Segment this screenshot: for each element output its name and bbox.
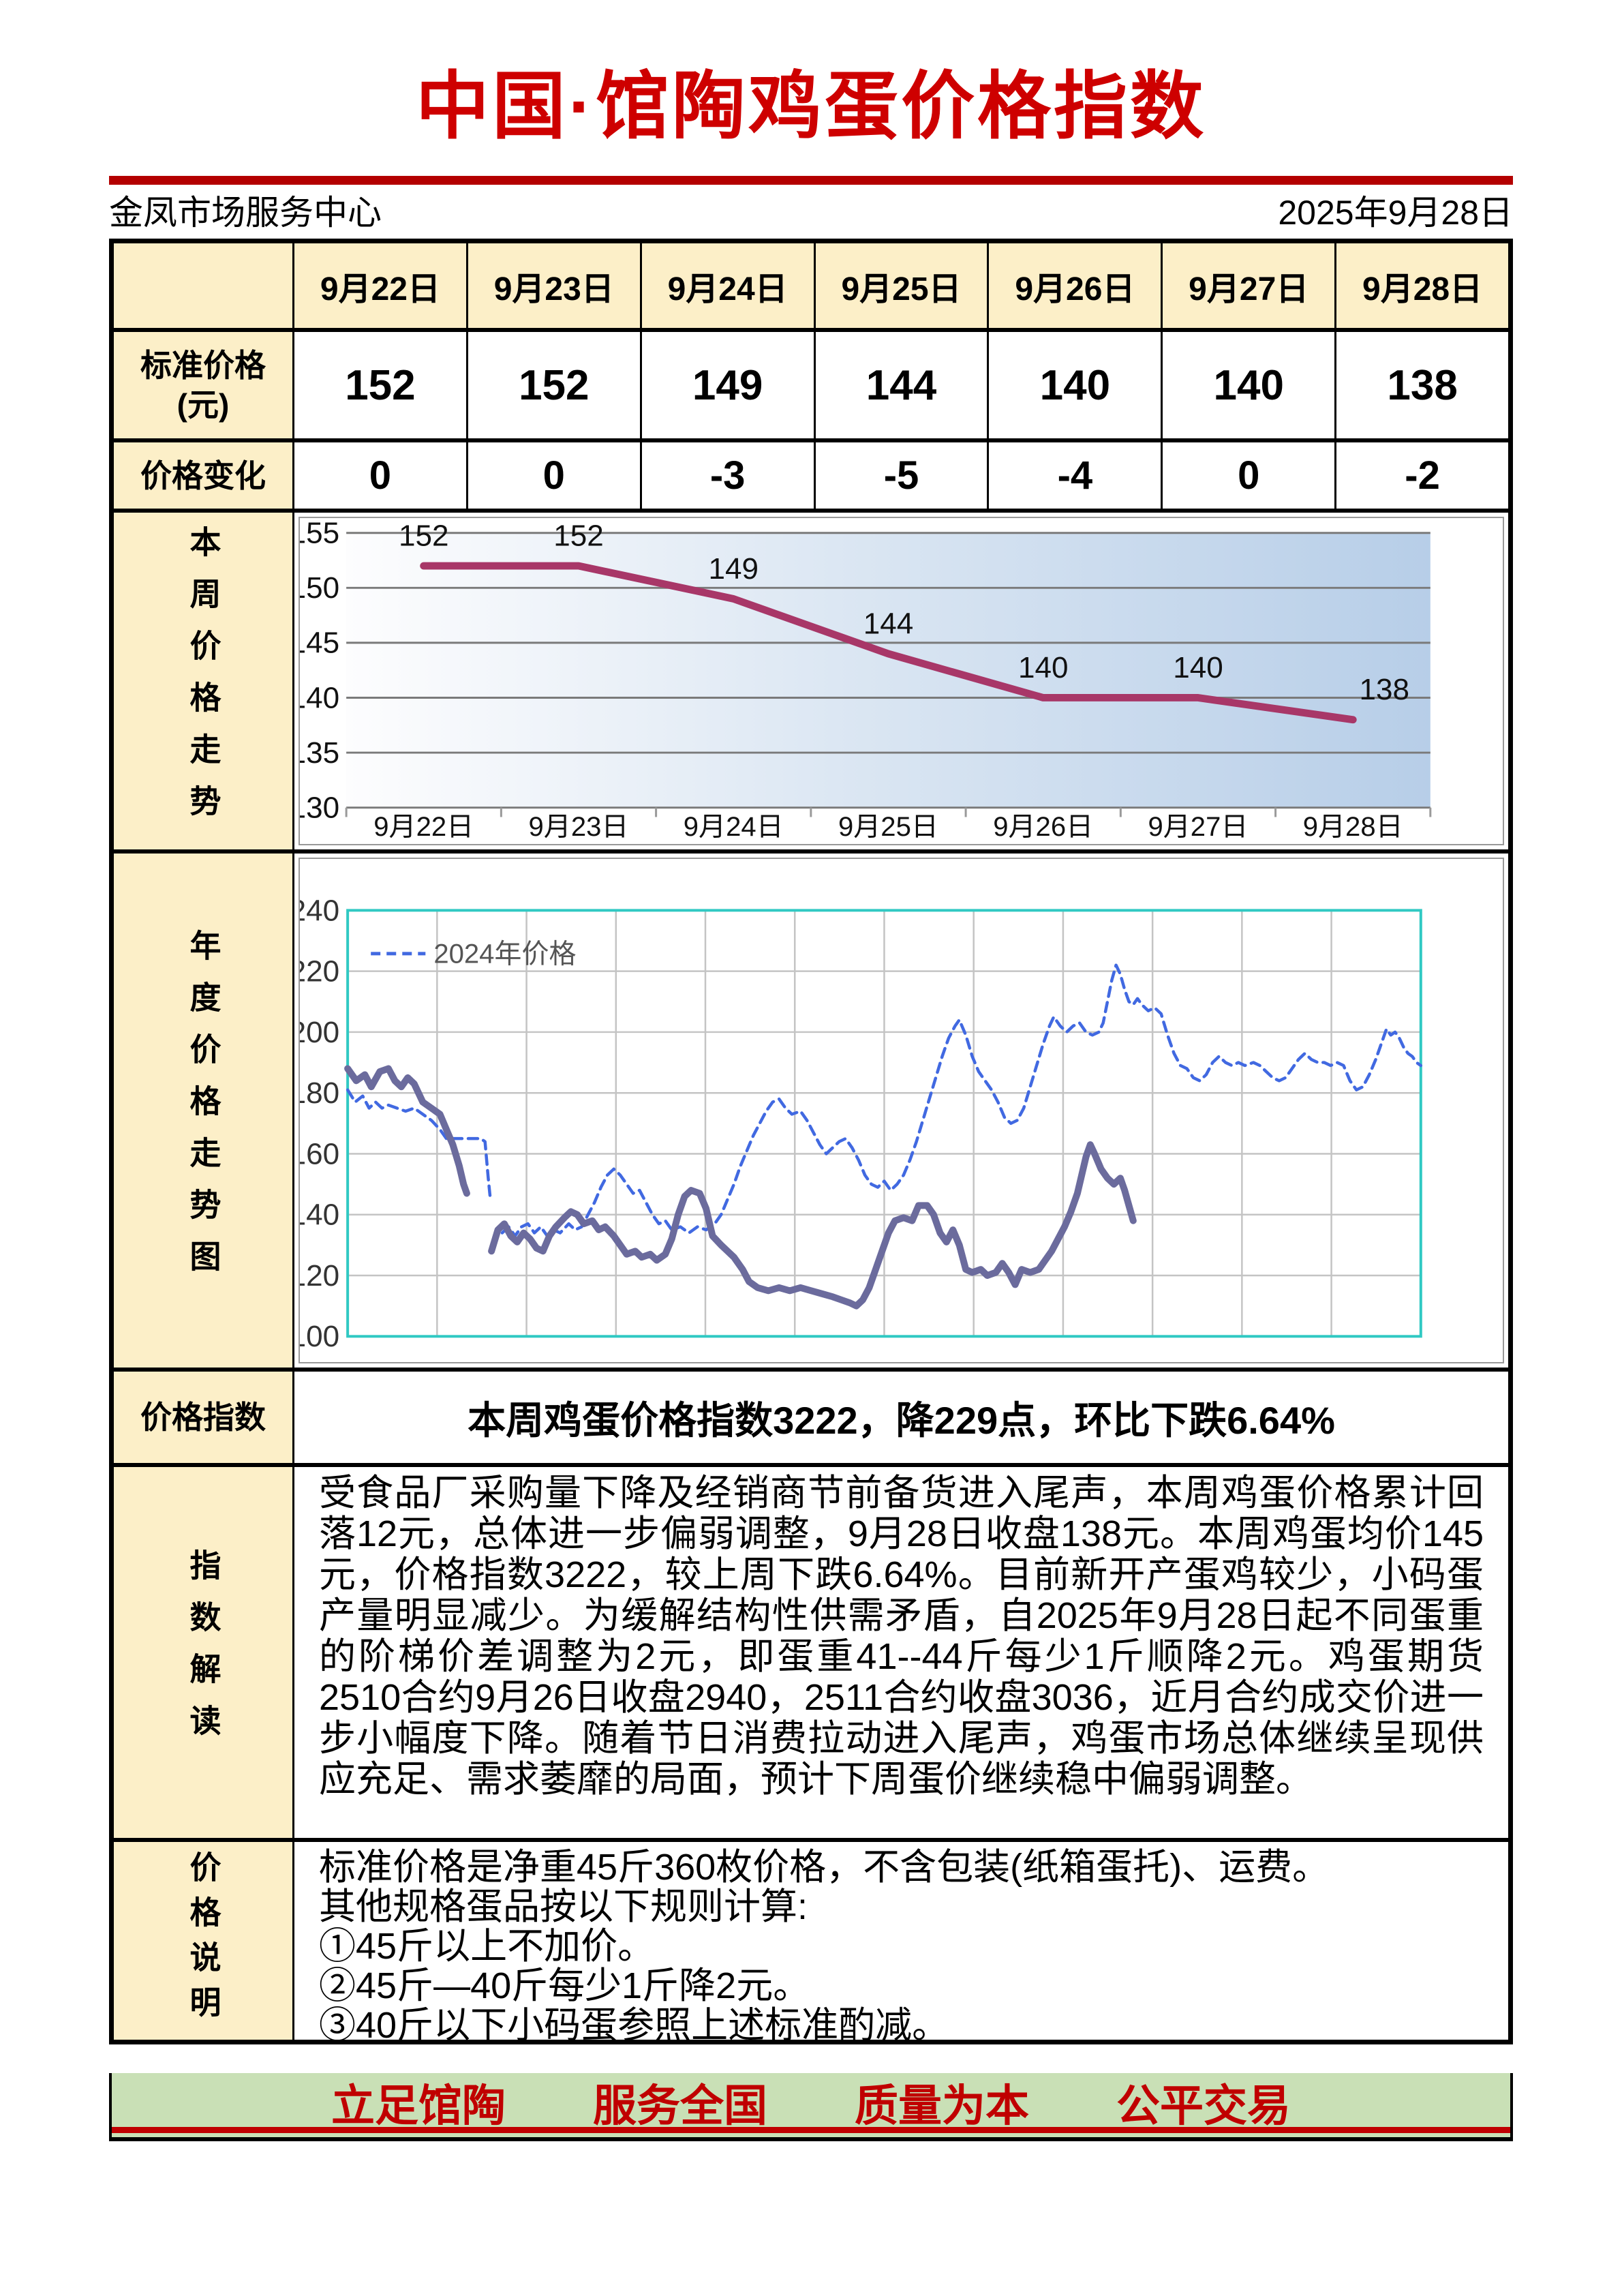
annual-chart-label-text: 年度价格走势图 <box>185 929 221 1292</box>
svg-text:150: 150 <box>300 571 339 605</box>
annual-price-chart: 240 220 200 180 160 140 120 100 2024年价格 <box>299 858 1504 1363</box>
annual-chart-row: 年度价格走势图 240 220 200 180 160 140 120 100 2024年价格 <box>114 854 1508 1372</box>
annual-chart-label: 年度价格走势图 <box>114 854 294 1368</box>
svg-text:140: 140 <box>300 682 339 715</box>
interpretation-label: 指数解读 <box>114 1467 294 1838</box>
price-change-row: 价格变化 0 0 -3 -5 -4 0 -2 <box>114 442 1509 513</box>
svg-text:140: 140 <box>1018 651 1069 684</box>
index-interpretation-row: 指数解读 受食品厂采购量下降及经销商节前备货进入尾声，本周鸡蛋价格累计回落12元… <box>114 1467 1508 1842</box>
table-header-row: 9月22日 9月23日 9月24日 9月25日 9月26日 9月27日 9月28… <box>114 243 1509 332</box>
interpretation-label-text: 指数解读 <box>185 1549 221 1756</box>
date-header: 9月28日 <box>1336 243 1509 328</box>
date-header: 9月25日 <box>815 243 990 328</box>
svg-text:200: 200 <box>300 1016 339 1049</box>
change-cell: 0 <box>1163 442 1337 509</box>
title-divider-rule <box>109 176 1513 185</box>
svg-text:180: 180 <box>300 1076 339 1110</box>
price-index-label: 价格指数 <box>114 1372 294 1463</box>
footer-red-stripe <box>112 2127 1510 2133</box>
svg-text:135: 135 <box>300 736 339 770</box>
date-header: 9月26日 <box>989 243 1163 328</box>
label-line2: (元) <box>177 387 230 423</box>
svg-text:9月23日: 9月23日 <box>529 812 629 842</box>
standard-price-label: 标准价格 (元) <box>114 332 294 438</box>
change-cell: -2 <box>1336 442 1509 509</box>
svg-text:9月28日: 9月28日 <box>1303 812 1403 842</box>
price-cell: 140 <box>989 332 1163 438</box>
svg-text:9月27日: 9月27日 <box>1148 812 1248 842</box>
price-index-table: 9月22日 9月23日 9月24日 9月25日 9月26日 9月27日 9月28… <box>109 239 1513 2045</box>
weekly-chart-label: 本周价格走势 <box>114 513 294 849</box>
change-cell: -3 <box>641 442 816 509</box>
price-cell: 144 <box>815 332 990 438</box>
svg-text:9月25日: 9月25日 <box>838 812 938 842</box>
price-cell: 152 <box>468 332 642 438</box>
svg-text:140: 140 <box>1173 651 1223 684</box>
svg-text:100: 100 <box>300 1320 339 1353</box>
svg-text:152: 152 <box>399 519 449 553</box>
svg-text:120: 120 <box>300 1259 339 1293</box>
svg-text:152: 152 <box>553 519 604 553</box>
price-index-text: 本周鸡蛋价格指数3222，降229点，环比下跌6.64% <box>294 1372 1508 1463</box>
svg-text:160: 160 <box>300 1138 339 1171</box>
svg-text:138: 138 <box>1360 673 1410 706</box>
change-cell: 0 <box>468 442 642 509</box>
date-header: 9月24日 <box>641 243 816 328</box>
weekly-chart-row: 本周价格走势 130 135 140 145 150 155 152 152 149 144 140… <box>114 513 1508 854</box>
svg-text:140: 140 <box>300 1198 339 1232</box>
svg-text:220: 220 <box>300 955 339 988</box>
price-cell: 138 <box>1336 332 1509 438</box>
change-cell: 0 <box>294 442 468 509</box>
svg-text:9月24日: 9月24日 <box>684 812 784 842</box>
standard-price-row: 标准价格 (元) 152 152 149 144 140 140 138 <box>114 332 1509 442</box>
annual-line-chart-svg: 240 220 200 180 160 140 120 100 2024年价格 <box>300 859 1503 1362</box>
svg-text:9月22日: 9月22日 <box>373 812 474 842</box>
change-cell: -5 <box>815 442 990 509</box>
svg-text:240: 240 <box>300 894 339 927</box>
svg-text:9月26日: 9月26日 <box>993 812 1093 842</box>
annual-chart-cell: 240 220 200 180 160 140 120 100 2024年价格 <box>294 854 1508 1368</box>
date-header: 9月22日 <box>294 243 468 328</box>
note-line: ①45斤以上不加价。 <box>319 1926 655 1967</box>
svg-text:2024年价格: 2024年价格 <box>433 939 576 969</box>
note-line: 标准价格是净重45斤360枚价格，不含包装(纸箱蛋托)、运费。 <box>319 1847 1330 1888</box>
price-index-row: 价格指数 本周鸡蛋价格指数3222，降229点，环比下跌6.64% <box>114 1372 1508 1467</box>
change-cell: -4 <box>989 442 1163 509</box>
price-note-label: 价格说明 <box>114 1842 294 2040</box>
footer-banner: 立足馆陶 服务全国 质量为本 公平交易 <box>109 2073 1513 2141</box>
org-name: 金凤市场服务中心 <box>109 194 382 232</box>
date-header: 9月27日 <box>1163 243 1337 328</box>
note-line: ③40斤以下小码蛋参照上述标准酌减。 <box>319 2005 949 2046</box>
interpretation-text: 受食品厂采购量下降及经销商节前备货进入尾声，本周鸡蛋价格累计回落12元，总体进一… <box>294 1467 1508 1838</box>
label-line1: 标准价格 <box>140 348 266 383</box>
note-line: ②45斤—40斤每少1斤降2元。 <box>319 1965 810 2006</box>
date-header: 9月23日 <box>468 243 642 328</box>
weekly-chart-label-text: 本周价格走势 <box>185 526 221 836</box>
corner-diagonal-cell <box>114 243 294 328</box>
svg-text:144: 144 <box>863 607 914 641</box>
price-cell: 140 <box>1163 332 1337 438</box>
svg-text:130: 130 <box>300 791 339 825</box>
page-title: 中国·馆陶鸡蛋价格指数 <box>416 65 1206 147</box>
weekly-price-chart: 130 135 140 145 150 155 152 152 149 144 140 140 138 9… <box>299 517 1504 845</box>
price-cell: 149 <box>641 332 816 438</box>
price-note-row: 价格说明 标准价格是净重45斤360枚价格，不含包装(纸箱蛋托)、运费。 其他规… <box>114 1842 1508 2045</box>
price-cell: 152 <box>294 332 468 438</box>
report-date: 2025年9月28日 <box>1278 194 1513 232</box>
subheader: 金凤市场服务中心 2025年9月28日 <box>109 187 1513 235</box>
svg-text:155: 155 <box>300 518 339 549</box>
svg-text:145: 145 <box>300 626 339 660</box>
note-line: 其他规格蛋品按以下规则计算: <box>319 1886 808 1927</box>
price-note-label-text: 价格说明 <box>185 1851 221 2031</box>
price-change-label: 价格变化 <box>114 442 294 509</box>
footer-slogan: 立足馆陶 服务全国 质量为本 公平交易 <box>331 2081 1291 2130</box>
svg-text:149: 149 <box>708 552 759 586</box>
price-note-text: 标准价格是净重45斤360枚价格，不含包装(纸箱蛋托)、运费。 其他规格蛋品按以… <box>294 1842 1508 2045</box>
weekly-chart-cell: 130 135 140 145 150 155 152 152 149 144 140 140 138 9… <box>294 513 1508 849</box>
weekly-line-chart-svg: 130 135 140 145 150 155 152 152 149 144 140 140 138 9… <box>300 518 1432 842</box>
